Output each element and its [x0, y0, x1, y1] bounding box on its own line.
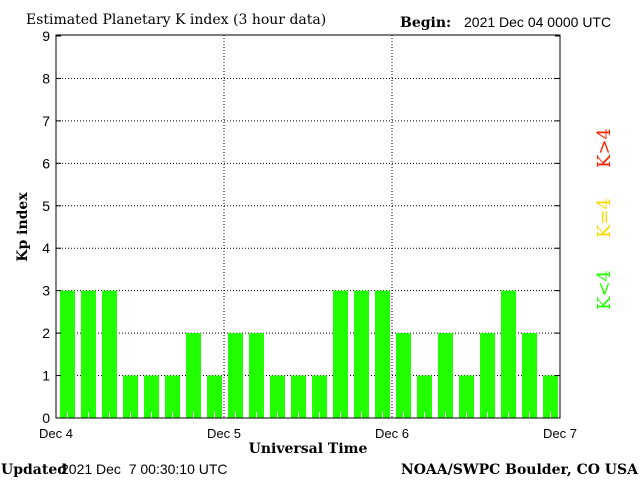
bar: [375, 290, 390, 418]
chart-title: Estimated Planetary K index (3 hour data…: [26, 12, 326, 28]
bar: [417, 375, 432, 418]
bar: [522, 333, 537, 418]
legend-k-below-4: K<4: [594, 270, 615, 310]
updated-value: 2021 Dec 7 00:30:10 UTC: [61, 461, 228, 477]
bar: [102, 290, 117, 418]
bar: [333, 290, 348, 418]
legend-k-equal-4: K=4: [594, 198, 615, 238]
bar: [165, 375, 180, 418]
x-tick-label: Dec 5: [207, 426, 241, 441]
bar: [81, 290, 96, 418]
updated-label: Updated: [1, 462, 67, 478]
bar: [207, 375, 222, 418]
bar: [144, 375, 159, 418]
y-tick-label: 9: [42, 28, 50, 44]
y-tick-label: 6: [42, 155, 50, 171]
bar: [312, 375, 327, 418]
bar: [228, 333, 243, 418]
bar: [291, 375, 306, 418]
y-tick-label: 4: [42, 240, 50, 256]
bar: [270, 375, 285, 418]
x-tick-label: Dec 6: [375, 426, 409, 441]
bar: [186, 333, 201, 418]
bar: [480, 333, 495, 418]
y-tick-label: 1: [42, 368, 50, 384]
y-tick-label: 8: [42, 70, 50, 86]
bar: [459, 375, 474, 418]
y-axis-label: Kp index: [15, 192, 31, 262]
bar: [354, 290, 369, 418]
source-credit: NOAA/SWPC Boulder, CO USA: [401, 462, 639, 478]
begin-value: 2021 Dec 04 0000 UTC: [464, 14, 611, 30]
bar: [123, 375, 138, 418]
bar: [543, 375, 558, 418]
plot-frame: [55, 34, 561, 419]
bar: [60, 290, 75, 418]
y-tick-label: 7: [42, 113, 50, 129]
y-tick-label: 0: [42, 410, 50, 426]
bar: [396, 333, 411, 418]
x-tick-label: Dec 4: [39, 426, 73, 441]
y-tick-label: 3: [42, 283, 50, 299]
bar: [438, 333, 453, 418]
x-axis-label: Universal Time: [249, 441, 368, 457]
begin-label: Begin:: [400, 15, 451, 31]
x-tick-label: Dec 7: [543, 426, 577, 441]
y-tick-label: 5: [42, 198, 50, 214]
legend-k-above-4: K>4: [594, 128, 615, 168]
y-tick-label: 2: [42, 325, 50, 341]
bar: [249, 333, 264, 418]
bar: [501, 290, 516, 418]
